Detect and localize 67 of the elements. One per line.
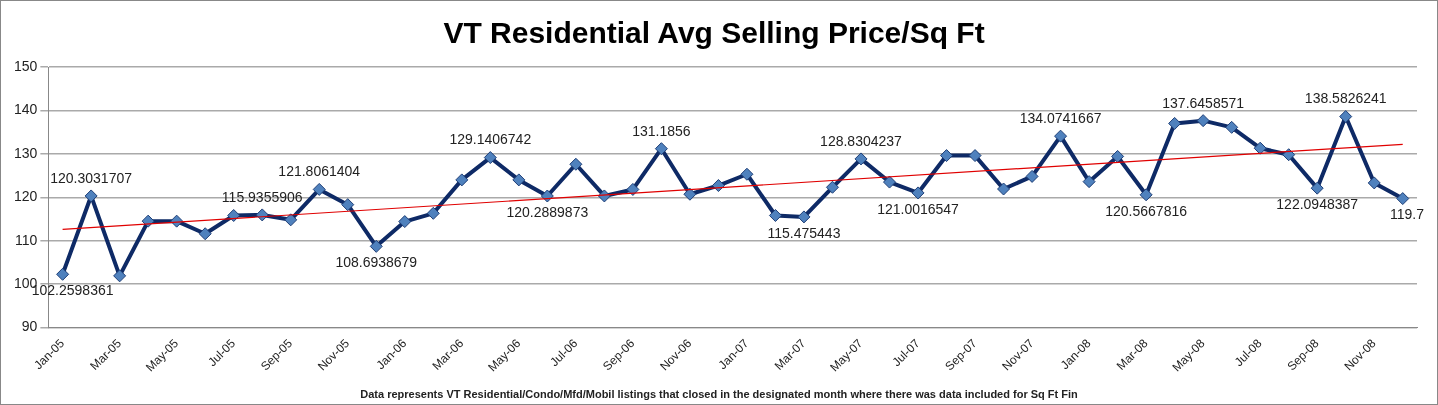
point [968, 149, 982, 163]
point [1396, 192, 1410, 206]
point [1025, 169, 1039, 183]
data-label: 115.475443 [767, 224, 841, 241]
data-label: 120.5667816 [1105, 202, 1188, 219]
data-label: 121.8061404 [278, 163, 361, 180]
point [683, 187, 697, 201]
data-label: 115.9355906 [221, 188, 303, 205]
point [1082, 175, 1096, 189]
point [113, 269, 127, 283]
point [341, 198, 355, 212]
point [740, 167, 754, 181]
point [398, 215, 412, 229]
point [1310, 181, 1324, 195]
point [455, 173, 469, 187]
point [227, 209, 241, 222]
data-label: 131.1856 [632, 122, 691, 139]
point [483, 151, 497, 165]
data-label: 119.7 [1390, 206, 1425, 223]
data-label: 134.0741667 [1019, 110, 1102, 127]
data-label: 120.3031707 [50, 169, 133, 186]
data-label: 129.1406742 [449, 131, 532, 148]
point [84, 189, 98, 203]
point [654, 142, 668, 156]
point [512, 173, 526, 187]
point [1253, 141, 1267, 155]
y-tick-label: 110 [15, 231, 38, 248]
point [854, 152, 868, 166]
point [312, 182, 326, 196]
text: Data represents VT Residential/Condo/Mfd/Mobil listings that closed in the designated month where there was data included for Sq Ft Fin [359, 388, 1079, 400]
y-tick-label: 130 [14, 144, 38, 161]
point [56, 267, 70, 281]
data-label: 122.0948387 [1276, 196, 1359, 213]
y-tick-label: 140 [14, 101, 38, 118]
data-label: 108.6938679 [335, 254, 418, 271]
data-label: 120.2889873 [506, 203, 589, 220]
point [940, 149, 954, 163]
point [1168, 116, 1182, 130]
point [540, 189, 554, 203]
point [1054, 129, 1068, 143]
point [198, 227, 212, 241]
point [1282, 148, 1296, 162]
point [369, 239, 383, 253]
point [797, 210, 811, 224]
point [825, 180, 839, 194]
point [1367, 176, 1381, 190]
point [284, 213, 298, 227]
chart-title: VT Residential Avg Selling Price/Sq Ft [443, 16, 985, 50]
data-label: 138.5826241 [1304, 90, 1387, 107]
point [426, 206, 440, 220]
point [911, 186, 925, 200]
y-tick-label: 150 [14, 57, 38, 74]
point [768, 209, 782, 222]
data-label: 121.0016547 [877, 200, 960, 217]
data-label: 128.8304237 [820, 132, 903, 149]
point [1339, 110, 1353, 124]
point [1225, 120, 1239, 134]
point [626, 182, 640, 196]
point [1111, 149, 1125, 163]
point [883, 175, 896, 189]
point [569, 157, 583, 171]
point [1196, 114, 1210, 128]
point [997, 182, 1011, 196]
y-tick-label: 120 [14, 188, 38, 205]
y-tick-label: 90 [21, 318, 38, 335]
point [1139, 188, 1153, 202]
data-label: 137.6458571 [1162, 94, 1245, 111]
